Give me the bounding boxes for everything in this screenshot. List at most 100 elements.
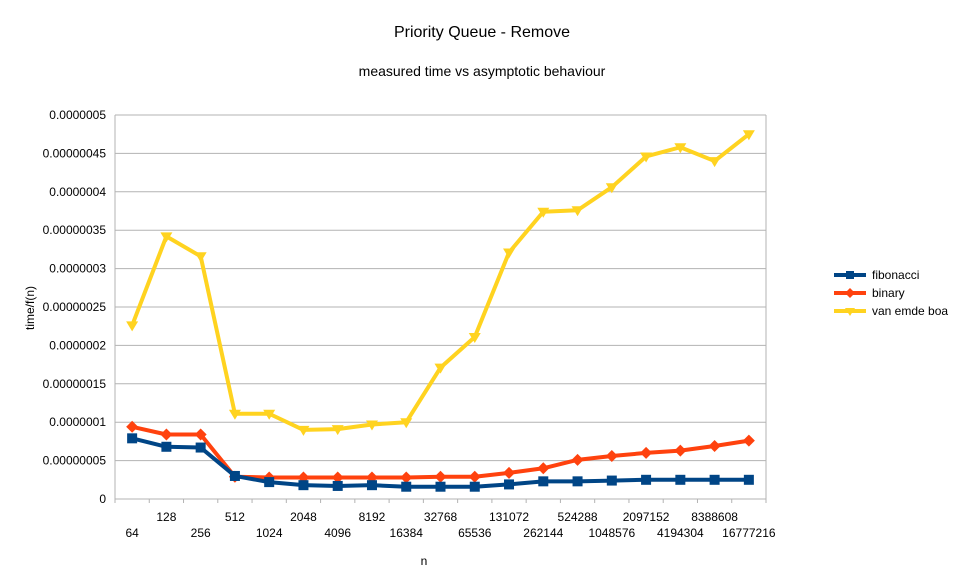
chart-title: Priority Queue - Remove xyxy=(394,24,570,41)
data-point xyxy=(126,420,139,433)
data-point xyxy=(708,440,721,453)
x-axis-ticks: 64 128 256 512 1024 2048 4096 8192 1638432768655… xyxy=(114,499,776,540)
legend: fibonacci binary van emde boa xyxy=(834,268,948,318)
x-tick-label: 131072 xyxy=(489,510,529,524)
y-tick-label: 0.00000005 xyxy=(43,454,107,468)
data-point xyxy=(674,444,687,457)
data-point xyxy=(605,449,618,462)
data-point xyxy=(571,206,584,217)
data-point xyxy=(331,425,344,436)
series-binary xyxy=(126,420,755,484)
data-point xyxy=(160,428,173,441)
data-point xyxy=(264,477,275,488)
data-point xyxy=(195,442,206,453)
data-point xyxy=(161,441,172,452)
y-tick-label: 0.0000002 xyxy=(49,338,106,352)
data-point xyxy=(674,143,687,154)
data-point xyxy=(126,321,139,332)
legend-item: van emde boa xyxy=(834,304,948,318)
x-axis-label: n xyxy=(421,554,428,568)
data-point xyxy=(365,420,378,431)
y-tick-label: 0.00000015 xyxy=(43,377,107,391)
x-tick-label: 2097152 xyxy=(623,510,670,524)
x-tick-label: 8388608 xyxy=(691,510,738,524)
data-point xyxy=(331,471,344,484)
x-tick-label: 256 xyxy=(191,526,211,540)
series-lines xyxy=(126,130,755,492)
data-point xyxy=(503,248,516,259)
x-tick-label: 8192 xyxy=(359,510,386,524)
data-point xyxy=(845,308,855,316)
y-tick-label: 0.0000005 xyxy=(49,108,106,122)
y-tick-label: 0.0000001 xyxy=(49,415,106,429)
data-point xyxy=(400,471,413,484)
x-tick-label: 65536 xyxy=(458,526,492,540)
y-tick-label: 0.00000035 xyxy=(43,223,107,237)
data-point xyxy=(469,481,480,492)
data-point xyxy=(538,476,549,487)
y-tick-label: 0.0000003 xyxy=(49,262,106,276)
data-point xyxy=(743,474,754,485)
data-point xyxy=(742,130,755,141)
chart-subtitle: measured time vs asymptotic behaviour xyxy=(359,63,606,79)
data-point xyxy=(297,425,310,436)
data-point xyxy=(194,428,207,441)
data-point xyxy=(263,409,276,420)
data-point xyxy=(640,446,653,459)
series-line xyxy=(130,132,751,432)
data-point xyxy=(401,481,412,492)
data-point xyxy=(675,474,686,485)
data-point xyxy=(605,183,618,194)
data-point xyxy=(468,470,481,483)
data-point xyxy=(709,474,720,485)
data-point xyxy=(537,207,550,218)
y-tick-label: 0 xyxy=(99,492,106,506)
data-point xyxy=(298,480,309,491)
data-point xyxy=(127,433,138,444)
data-point xyxy=(572,476,583,487)
data-point xyxy=(845,288,855,298)
data-point xyxy=(503,466,516,479)
data-point xyxy=(846,271,854,279)
x-tick-label: 2048 xyxy=(290,510,317,524)
x-tick-label: 32768 xyxy=(424,510,458,524)
x-tick-label: 128 xyxy=(156,510,176,524)
x-tick-label: 16384 xyxy=(390,526,424,540)
data-point xyxy=(435,481,446,492)
data-point xyxy=(434,470,447,483)
data-point xyxy=(332,480,343,491)
y-axis-label: time/f(n) xyxy=(23,286,37,330)
x-tick-label: 262144 xyxy=(523,526,563,540)
data-point xyxy=(742,434,755,447)
data-point xyxy=(229,470,240,481)
data-point xyxy=(641,474,652,485)
data-point xyxy=(160,232,173,243)
data-point xyxy=(228,409,241,420)
legend-label: van emde boa xyxy=(872,304,948,318)
data-point xyxy=(194,252,207,263)
x-tick-label: 4096 xyxy=(324,526,351,540)
series-fibonacci xyxy=(127,433,754,492)
x-tick-label: 1048576 xyxy=(588,526,635,540)
data-point xyxy=(468,332,481,343)
y-tick-label: 0.00000045 xyxy=(43,146,107,160)
x-tick-label: 512 xyxy=(225,510,245,524)
series-van-emde-boa xyxy=(126,130,755,436)
x-tick-label: 4194304 xyxy=(657,526,704,540)
y-tick-label: 0.00000025 xyxy=(43,300,107,314)
x-tick-label: 16777216 xyxy=(722,526,776,540)
data-point xyxy=(537,462,550,475)
legend-item: binary xyxy=(834,286,905,300)
y-axis-ticks: 0 0.00000005 0.0000001 0.00000015 0.0000002 0… xyxy=(43,108,107,506)
data-point xyxy=(606,475,617,486)
data-point xyxy=(400,418,413,429)
data-point xyxy=(504,479,515,490)
y-tick-label: 0.0000004 xyxy=(49,185,106,199)
x-tick-label: 524288 xyxy=(558,510,598,524)
data-point xyxy=(366,480,377,491)
data-point xyxy=(571,453,584,466)
legend-label: binary xyxy=(872,286,905,300)
x-tick-label: 64 xyxy=(125,526,139,540)
